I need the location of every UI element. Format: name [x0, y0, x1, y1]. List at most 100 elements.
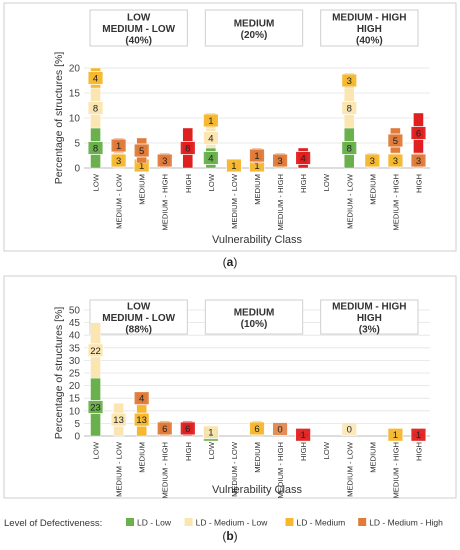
- panel-label: (a): [223, 255, 238, 269]
- data-label: 6: [162, 424, 167, 435]
- panel-label-close: ): [234, 529, 238, 543]
- data-label-box: [387, 153, 404, 168]
- y-tick-label: 30: [69, 356, 81, 367]
- group-header-box: [204, 9, 304, 47]
- group-header-text: (40%): [125, 36, 152, 47]
- y-tick-label: 20: [69, 64, 81, 75]
- group-header-text: MEDIUM - HIGH: [332, 13, 406, 24]
- group-header-box: [320, 299, 419, 335]
- x-tick-label: LOW: [92, 173, 101, 191]
- group-header-text: LOW: [127, 302, 151, 313]
- data-label-box: [87, 400, 104, 414]
- x-tick-label: MEDIUM - LOW: [230, 441, 239, 497]
- group-header-text: MEDIUM - HIGH: [332, 302, 406, 313]
- legend-title: Level of Defectiveness:: [4, 518, 102, 529]
- panel-label-letter: b: [226, 529, 233, 543]
- data-label: 1: [254, 161, 259, 172]
- group-header-text: MEDIUM - LOW: [102, 24, 175, 35]
- data-label: 3: [416, 156, 421, 167]
- data-label-box: [295, 151, 312, 165]
- data-label-box: [364, 153, 381, 168]
- y-axis-label: Percentage of structures [%]: [53, 52, 65, 185]
- data-label: 1: [116, 141, 121, 152]
- y-tick-label: 15: [69, 394, 81, 405]
- data-label: 8: [185, 144, 190, 155]
- legend-swatch: [126, 518, 134, 526]
- data-label: 8: [93, 104, 98, 115]
- y-tick-label: 0: [74, 164, 80, 175]
- x-tick-label: LOW: [92, 441, 101, 459]
- data-label-box: [133, 412, 150, 427]
- data-label: 3: [370, 156, 375, 167]
- data-label: 3: [162, 156, 167, 167]
- chart-frame: [3, 2, 457, 252]
- data-label: 13: [113, 415, 124, 426]
- y-tick-label: 5: [74, 139, 80, 150]
- group-header-text: MEDIUM: [234, 307, 275, 318]
- y-tick-label: 25: [69, 369, 81, 380]
- y-tick-label: 20: [69, 381, 81, 392]
- y-tick-label: 5: [74, 419, 80, 430]
- y-tick-label: 0: [74, 432, 80, 443]
- y-tick-label: 45: [69, 318, 81, 329]
- group-header-text: (88%): [125, 325, 152, 336]
- data-label: 5: [393, 136, 398, 147]
- legend-item-label: LD - Medium - High: [369, 518, 443, 528]
- data-label-box: [341, 73, 358, 88]
- panel-label-close: ): [233, 255, 237, 269]
- x-tick-label: MEDIUM - LOW: [345, 173, 354, 229]
- data-label: 0: [277, 425, 282, 436]
- x-tick-label: MEDIUM - LOW: [230, 173, 239, 229]
- data-label: 8: [93, 144, 98, 155]
- y-tick-label: 15: [69, 89, 81, 100]
- data-label-box: [156, 153, 173, 168]
- panel-label-open: (: [222, 529, 226, 543]
- data-label-box: [87, 71, 104, 85]
- data-label-box: [202, 131, 219, 145]
- x-tick-label: MEDIUM - HIGH: [161, 442, 170, 499]
- data-label-box: [179, 141, 196, 155]
- x-tick-label: MEDIUM - LOW: [345, 441, 354, 497]
- data-label-box: [110, 412, 127, 427]
- group-header-text: MEDIUM: [234, 18, 275, 29]
- legend: Level of Defectiveness: LD - Low LD - Medi…: [4, 518, 443, 530]
- data-label-box: [341, 101, 358, 115]
- data-label-box: [156, 421, 173, 436]
- x-tick-label: HIGH: [299, 442, 308, 461]
- data-label: 3: [116, 156, 121, 167]
- data-label: 8: [347, 144, 352, 155]
- x-tick-label: LOW: [207, 173, 216, 191]
- group-header-box: [204, 299, 304, 335]
- data-label-box: [387, 133, 404, 148]
- data-label: 1: [208, 116, 213, 127]
- x-tick-label: MEDIUM - HIGH: [161, 174, 170, 231]
- y-tick-label: 10: [69, 114, 81, 125]
- panel-label-letter: a: [227, 255, 234, 269]
- data-label-box: [110, 138, 127, 153]
- data-label: 4: [208, 134, 213, 145]
- legend-item-label: LD - Medium - Low: [196, 518, 269, 528]
- data-label: 6: [254, 424, 259, 435]
- x-tick-label: MEDIUM - HIGH: [276, 442, 285, 499]
- data-label: 1: [300, 430, 305, 441]
- data-label-box: [133, 143, 150, 158]
- group-header-text: HIGH: [357, 24, 382, 35]
- x-tick-label: MEDIUM: [138, 174, 147, 205]
- data-label: 1: [254, 151, 259, 162]
- legend-swatch: [358, 518, 367, 526]
- data-label: 8: [347, 104, 352, 115]
- data-label-box: [341, 422, 358, 436]
- group-header-text: (40%): [356, 36, 383, 47]
- data-label-box: [272, 422, 288, 436]
- legend-item-label: LD - Low: [137, 518, 172, 528]
- data-label-box: [202, 425, 219, 440]
- x-tick-label: MEDIUM: [253, 442, 262, 473]
- data-label: 4: [208, 154, 213, 165]
- data-label: 3: [393, 156, 398, 167]
- x-tick-label: MEDIUM - HIGH: [276, 174, 285, 231]
- chart-frame: [3, 275, 457, 499]
- group-header-text: MEDIUM - LOW: [102, 313, 175, 324]
- data-label: 6: [416, 129, 421, 140]
